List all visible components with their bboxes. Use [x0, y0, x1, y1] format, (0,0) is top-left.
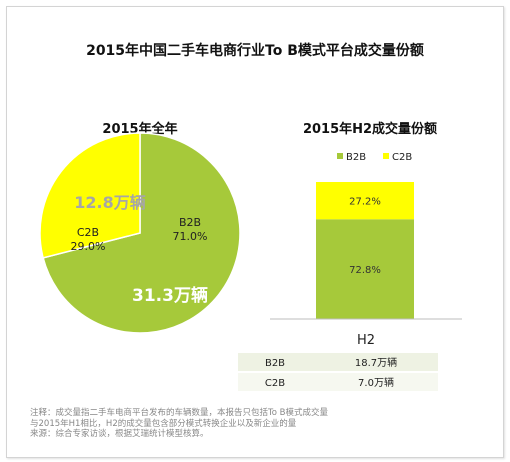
- pie-slice-b2b: [42, 132, 241, 334]
- pie-title: 2015年全年: [102, 122, 178, 137]
- main-title: 2015年中国二手车电商行业To B模式平台成交量份额: [86, 43, 424, 59]
- bar-segment-b2b: [316, 219, 414, 319]
- pie-label-name-b2b: B2B: [179, 216, 201, 229]
- bar-segment-c2b: [316, 182, 414, 220]
- pie-label-name-c2b: C2B: [77, 226, 99, 239]
- table-row-bg-b2b: [238, 353, 438, 371]
- bar-data-label-c2b: 27.2%: [349, 197, 381, 208]
- table-cell-value-b2b: 18.7万辆: [355, 356, 397, 369]
- pie-label-percent-c2b: 29.0%: [71, 240, 106, 253]
- legend-swatch-b2b: [337, 153, 343, 159]
- note-line-2: 与2015年H1相比，H2的成交量包含部分模式转换企业以及新企业的量: [30, 418, 297, 429]
- note-line-3: 来源：综合专家访谈，根据艾瑞统计模型核算。: [30, 429, 209, 439]
- bar-category-label: H2: [357, 333, 375, 348]
- pie-label-percent-b2b: 71.0%: [173, 230, 208, 243]
- table-row-bg-c2b: [238, 373, 438, 391]
- footnote: 注释：成交量指二手车电商平台发布的车辆数量，本报告只包括To B模式成交量 与2…: [30, 408, 490, 440]
- table-cell-name-b2b: B2B: [265, 358, 285, 369]
- table-cell-name-c2b: C2B: [265, 378, 285, 389]
- table-cell-value-c2b: 7.0万辆: [358, 376, 394, 389]
- legend-label-c2b: C2B: [392, 152, 412, 163]
- pie-slice-c2b: [39, 132, 141, 259]
- note-line-1: 注释：成交量指二手车电商平台发布的车辆数量，本报告只包括To B模式成交量: [30, 408, 328, 418]
- bar-data-label-b2b: 72.8%: [349, 265, 381, 276]
- legend-swatch-c2b: [383, 153, 389, 159]
- pie-label-volume-c2b: 12.8万辆: [74, 193, 145, 212]
- pie-label-volume-b2b: 31.3万辆: [132, 285, 208, 306]
- bar-title: 2015年H2成交量份额: [302, 122, 438, 137]
- legend-label-b2b: B2B: [346, 152, 366, 163]
